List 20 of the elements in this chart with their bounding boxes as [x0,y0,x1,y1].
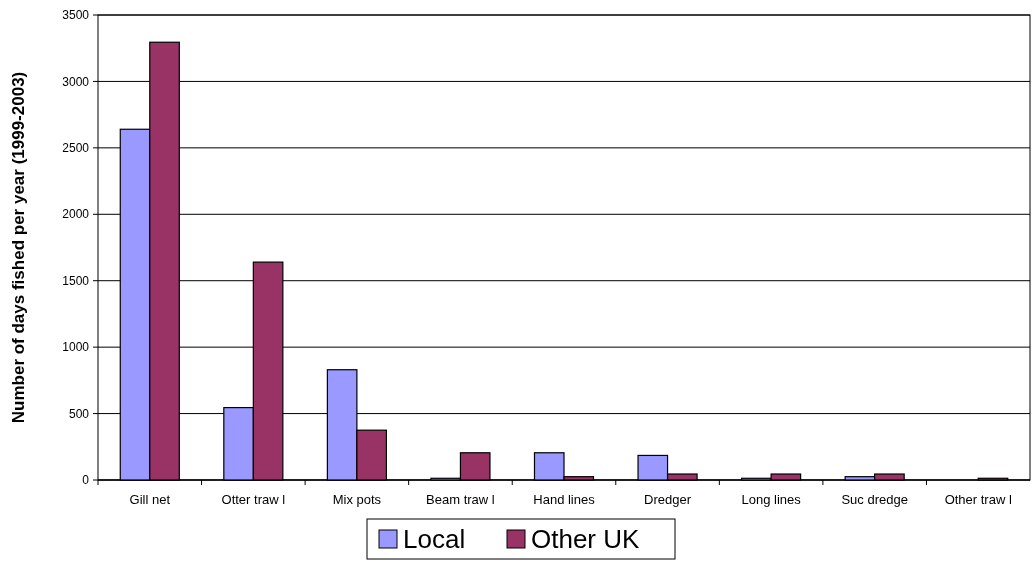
x-tick-label: Gill net [129,492,171,507]
x-tick-label: Dredger [644,492,692,507]
x-tick-label: Other traw l [944,492,1012,507]
x-tick-label: Hand lines [533,492,596,507]
y-tick-label: 500 [68,406,90,421]
x-tick-label: Beam traw l [426,492,495,507]
x-tick-label: Otter traw l [221,492,286,507]
y-tick-label: 2500 [62,141,90,156]
y-axis-title: Number of days fished per year (1999-2003) [9,71,28,424]
x-tick-label: Suc dredge [841,492,908,507]
y-tick-label: 0 [82,473,90,488]
legend-label: Local [403,524,466,554]
y-tick-label: 2000 [62,207,90,222]
x-tick-label: Mix pots [332,492,382,507]
legend-label: Other UK [531,524,641,554]
y-tick-label: 3000 [62,74,90,89]
x-tick-label: Long lines [741,492,802,507]
y-tick-label: 1000 [62,340,90,355]
y-tick-label: 1500 [62,273,90,288]
y-tick-label: 3500 [62,8,90,23]
